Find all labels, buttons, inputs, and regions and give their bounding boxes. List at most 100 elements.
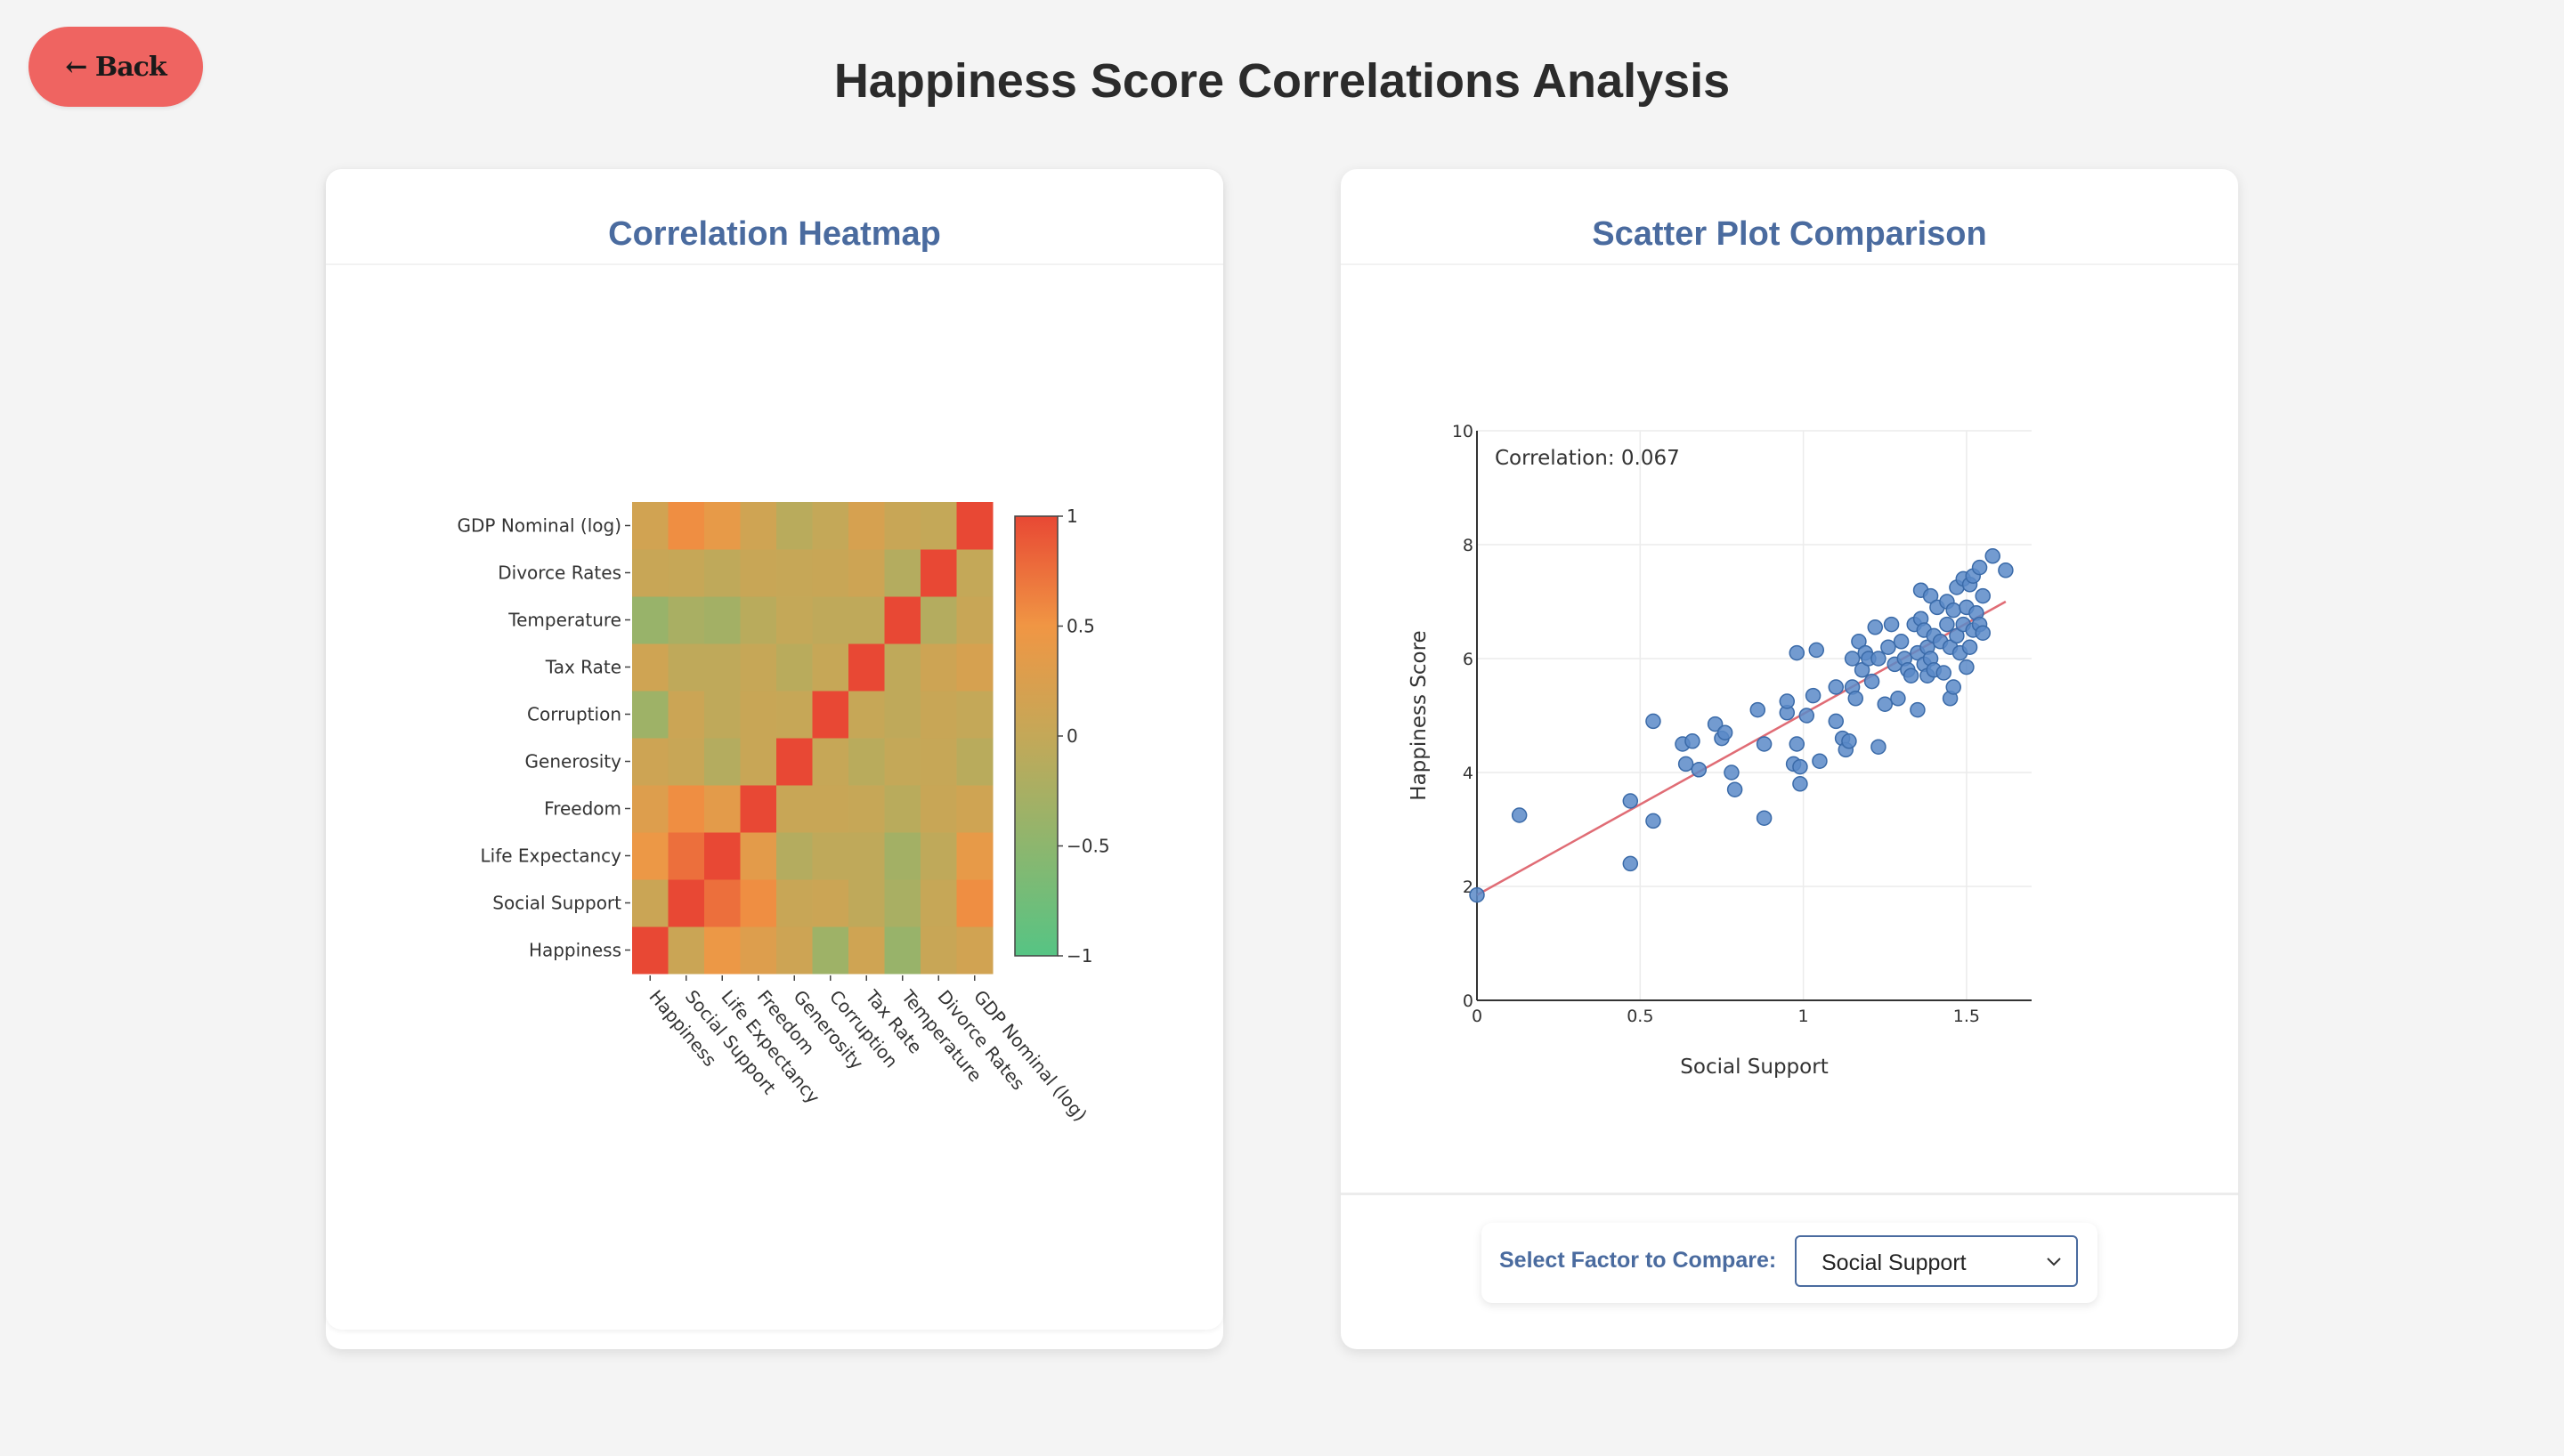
scatter-y-axis-label: Happiness Score: [1408, 630, 1431, 800]
heatmap-cell: [956, 879, 994, 927]
heatmap-cell: [921, 738, 957, 786]
heatmap-cell: [848, 832, 885, 880]
scatter-point: [1726, 781, 1743, 797]
heatmap-card-title: Correlation Heatmap: [608, 215, 941, 253]
heatmap-cell: [668, 879, 705, 927]
heatmap-cell: [921, 785, 957, 833]
scatter-point: [1645, 813, 1661, 829]
heatmap-cell: [704, 596, 741, 644]
heatmap-cell: [884, 502, 921, 550]
scatter-point: [1971, 559, 1988, 576]
scatter-x-tick-label: 1: [1798, 1007, 1809, 1026]
scatter-x-axis-label: Social Support: [1680, 1056, 1828, 1079]
scatter-point: [1880, 639, 1896, 655]
scatter-point: [1511, 807, 1528, 823]
scatter-point: [1922, 587, 1939, 604]
scatter-card-title: Scatter Plot Comparison: [1592, 215, 1987, 253]
scatter-point: [1975, 625, 1991, 641]
scatter-point: [1691, 762, 1708, 778]
heatmap-cell: [668, 785, 705, 833]
heatmap-cell: [812, 738, 849, 786]
heatmap-cell: [668, 691, 705, 739]
factor-selector-label: Select Factor to Compare:: [1499, 1248, 1777, 1273]
heatmap-cell: [812, 549, 849, 597]
scatter-y-tick-label: 6: [1463, 650, 1473, 669]
heatmap-cell: [956, 738, 994, 786]
scatter-y-tick-label: 10: [1452, 422, 1473, 441]
heatmap-cell: [740, 738, 777, 786]
scatter-point: [1841, 733, 1857, 749]
heatmap-y-label: Divorce Rates: [498, 562, 621, 584]
scatter-point: [1828, 713, 1845, 730]
scatter-x-tick-label: 0: [1472, 1007, 1482, 1026]
heatmap-cell: [632, 926, 669, 975]
scatter-point: [1877, 696, 1893, 712]
heatmap-cell: [921, 879, 957, 927]
heatmap-cell: [884, 785, 921, 833]
scatter-y-tick-label: 8: [1463, 536, 1473, 555]
heatmap-cell: [740, 596, 777, 644]
heatmap-cell: [956, 785, 994, 833]
colorbar-tick-label: 0.5: [1067, 616, 1095, 637]
heatmap-cell: [884, 926, 921, 975]
scatter-point: [1622, 855, 1639, 872]
heatmap-cell: [776, 738, 813, 786]
scatter-point: [1959, 659, 1975, 675]
scatter-point: [1645, 713, 1661, 730]
heatmap-cell: [884, 549, 921, 597]
heatmap-cell: [921, 832, 957, 880]
heatmap-cell: [740, 832, 777, 880]
colorbar-tick-label: 0: [1067, 725, 1078, 747]
heatmap-y-label: GDP Nominal (log): [458, 515, 622, 537]
heatmap-cell: [740, 643, 777, 692]
colorbar-tick-label: 1: [1067, 506, 1078, 527]
heatmap-cell: [812, 643, 849, 692]
scatter-point: [1910, 701, 1926, 718]
scatter-point: [1792, 758, 1808, 775]
scatter-point: [1756, 810, 1773, 826]
heatmap-cell: [776, 879, 813, 927]
heatmap-cell: [956, 643, 994, 692]
scatter-point: [1789, 644, 1805, 661]
scatter-point: [1469, 886, 1485, 903]
scatter-point: [1622, 793, 1639, 809]
heatmap-cell: [740, 785, 777, 833]
heatmap-cell: [704, 785, 741, 833]
heatmap-cell: [776, 785, 813, 833]
scatter-x-tick-label: 0.5: [1627, 1007, 1653, 1026]
heatmap-cell: [848, 549, 885, 597]
scatter-point: [1854, 662, 1870, 678]
heatmap-cell: [921, 691, 957, 739]
scatter-point: [1805, 687, 1822, 704]
page-title: Happiness Score Correlations Analysis: [833, 54, 1731, 108]
heatmap-y-label: Social Support: [492, 893, 621, 914]
heatmap-cell: [848, 596, 885, 644]
scatter-point: [1935, 665, 1951, 681]
scatter-point: [1808, 642, 1825, 659]
heatmap-cell: [956, 502, 994, 550]
heatmap-cell: [921, 926, 957, 975]
heatmap-cell: [668, 596, 705, 644]
heatmap-cell: [632, 549, 669, 597]
heatmap-y-label: Life Expectancy: [481, 845, 622, 867]
back-button[interactable]: ← Back: [28, 27, 203, 107]
heatmap-cell: [668, 643, 705, 692]
scatter-point: [1945, 679, 1961, 695]
heatmap-cell: [812, 785, 849, 833]
chevron-down-icon: [2047, 1258, 2061, 1266]
factor-select[interactable]: Social Support: [1795, 1235, 2078, 1287]
heatmap-cell: [632, 643, 669, 692]
heatmap-cell: [812, 691, 849, 739]
scatter-point: [1749, 701, 1766, 718]
scatter-point: [1677, 756, 1694, 772]
heatmap-y-label: Tax Rate: [545, 657, 621, 678]
heatmap-cell: [848, 502, 885, 550]
heatmap-cell: [956, 596, 994, 644]
scatter-point: [1945, 602, 1961, 619]
heatmap-cell: [740, 502, 777, 550]
heatmap-cell: [921, 643, 957, 692]
heatmap-cell: [884, 643, 921, 692]
heatmap-cell: [632, 502, 669, 550]
